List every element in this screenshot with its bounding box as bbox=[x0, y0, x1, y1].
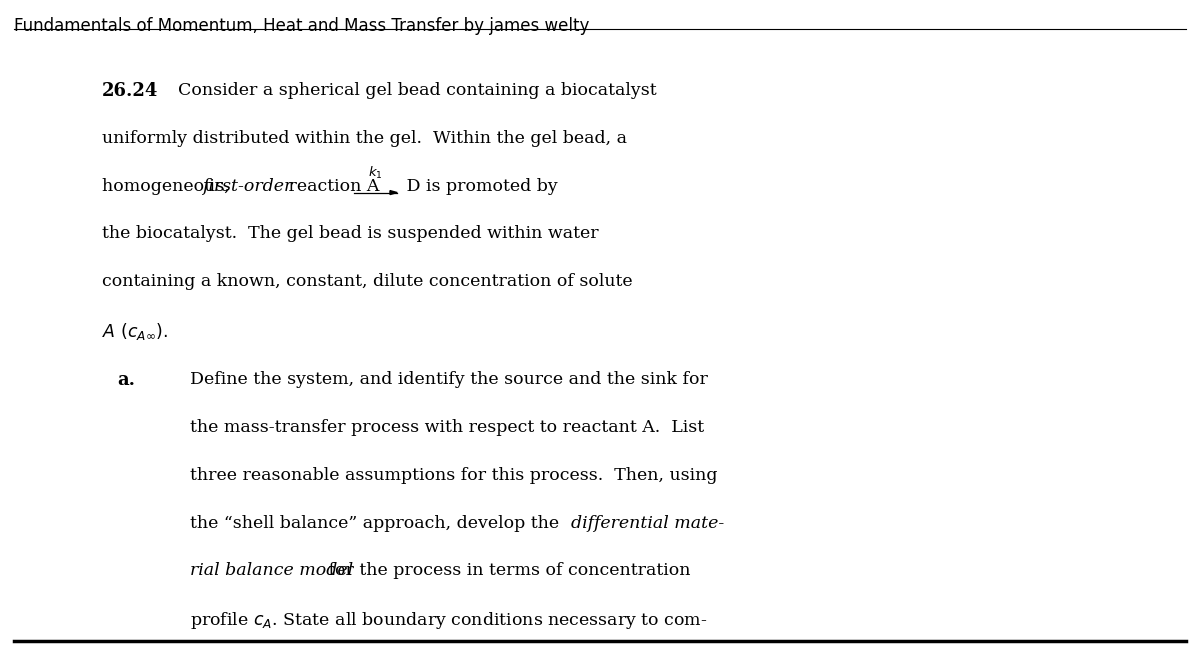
Text: containing a known, constant, dilute concentration of solute: containing a known, constant, dilute con… bbox=[102, 273, 632, 290]
Text: $k_1$: $k_1$ bbox=[368, 165, 383, 181]
Text: the mass-transfer process with respect to reactant A.  List: the mass-transfer process with respect t… bbox=[190, 419, 703, 436]
Text: a.: a. bbox=[118, 371, 136, 389]
Text: differential mate-: differential mate- bbox=[571, 515, 725, 532]
Text: Define the system, and identify the source and the sink for: Define the system, and identify the sour… bbox=[190, 371, 708, 388]
Text: for the process in terms of concentration: for the process in terms of concentratio… bbox=[323, 563, 690, 580]
Text: profile $c_A$. State all boundary conditions necessary to com-: profile $c_A$. State all boundary condit… bbox=[190, 610, 707, 631]
Text: three reasonable assumptions for this process.  Then, using: three reasonable assumptions for this pr… bbox=[190, 467, 718, 484]
Text: uniformly distributed within the gel.  Within the gel bead, a: uniformly distributed within the gel. Wi… bbox=[102, 130, 628, 147]
Text: the biocatalyst.  The gel bead is suspended within water: the biocatalyst. The gel bead is suspend… bbox=[102, 225, 599, 242]
Text: $A\ (c_{A\infty}).$: $A\ (c_{A\infty}).$ bbox=[102, 321, 168, 342]
Text: D is promoted by: D is promoted by bbox=[401, 178, 558, 195]
Text: the “shell balance” approach, develop the: the “shell balance” approach, develop th… bbox=[190, 515, 564, 532]
Text: first-order: first-order bbox=[202, 178, 292, 195]
Text: rial balance model: rial balance model bbox=[190, 563, 353, 580]
Text: homogeneous,: homogeneous, bbox=[102, 178, 235, 195]
Text: Consider a spherical gel bead containing a biocatalyst: Consider a spherical gel bead containing… bbox=[178, 82, 656, 99]
Text: Fundamentals of Momentum, Heat and Mass Transfer by james welty: Fundamentals of Momentum, Heat and Mass … bbox=[14, 17, 589, 35]
Text: 26.24: 26.24 bbox=[102, 82, 158, 100]
Text: reaction A: reaction A bbox=[283, 178, 385, 195]
